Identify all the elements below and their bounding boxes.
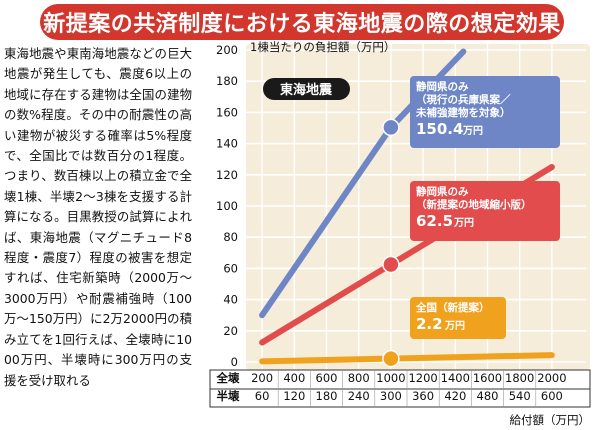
y-tick-label: 140 [216, 137, 238, 151]
y-tick-label: 20 [223, 324, 238, 338]
x-tick-label: 2000 [537, 371, 566, 385]
annotation-value-hyogo: 150.4 [416, 120, 463, 138]
y-tick-label: 160 [216, 105, 238, 119]
x-tick-label: 480 [477, 389, 499, 403]
annotation-label-hyogo: 静岡県のみ [416, 80, 469, 93]
x-tick-label: 60 [255, 389, 270, 403]
x-tick-label: 180 [316, 389, 338, 403]
x-row-label: 全壊 [216, 371, 240, 385]
annotation-unit-national: 万円 [444, 320, 465, 332]
x-tick-label: 600 [541, 389, 563, 403]
x-tick-label: 420 [444, 389, 466, 403]
y-tick-label: 200 [216, 43, 238, 57]
annotation-box-national [410, 297, 506, 339]
x-tick-label: 600 [316, 371, 338, 385]
y-tick-label: 120 [216, 168, 238, 182]
series-marker-hyogo [382, 118, 400, 137]
annotation-unit-shizuoka: 万円 [453, 217, 474, 229]
y-tick-label: 180 [216, 74, 238, 88]
annotation-label-shizuoka: （新提案の地域縮小版） [416, 198, 532, 211]
region-badge-bg [263, 78, 350, 100]
y-tick-label: 100 [216, 199, 238, 213]
x-tick-label: 1200 [408, 371, 437, 385]
x-tick-label: 540 [509, 389, 531, 403]
annotation-box-hyogo [410, 76, 560, 148]
x-tick-label: 120 [283, 389, 305, 403]
x-tick-label: 1400 [441, 371, 470, 385]
article-text: 東海地震や東南海地震などの巨大地震が発生しても、震度6以上の地域に存在する建物は… [4, 46, 192, 388]
x-tick-label: 1800 [505, 371, 534, 385]
x-tick-label: 800 [348, 371, 370, 385]
series-marker-shizuoka [382, 255, 400, 274]
annotation-label-national: 全国（新提案） [415, 301, 490, 314]
annotation-label-shizuoka: 静岡県のみ [416, 185, 469, 198]
annotation-box-shizuoka [410, 181, 560, 241]
annotation-value-shizuoka: 62.5 [416, 212, 453, 230]
x-tick-label: 1600 [473, 371, 502, 385]
annotation-value-national: 2.2 [416, 315, 443, 333]
x-tick-label: 300 [380, 389, 402, 403]
annotation-unit-hyogo: 万円 [462, 125, 483, 137]
chart-title: 新提案の共済制度における東海地震の際の想定効果 [40, 4, 564, 40]
y-tick-label: 40 [223, 293, 238, 307]
x-axis-label: 給付額（万円） [510, 413, 591, 427]
x-tick-label: 240 [348, 389, 370, 403]
y-tick-label: 0 [231, 355, 238, 369]
series-marker-national [382, 349, 400, 368]
y-tick-label: 80 [223, 230, 238, 244]
x-tick-label: 360 [412, 389, 434, 403]
x-tick-label: 1000 [376, 371, 405, 385]
region-badge-label: 東海地震 [280, 82, 333, 98]
annotation-label-hyogo: 未補強建物を対象） [415, 106, 511, 119]
x-tick-label: 400 [283, 371, 305, 385]
y-tick-label: 60 [223, 261, 238, 275]
x-row-label: 半壊 [217, 389, 240, 403]
y-axis-label: 1棟当たりの負担額（万円） [250, 40, 395, 54]
annotation-label-hyogo: （現行の兵庫県案／ [416, 93, 511, 106]
x-tick-label: 200 [251, 371, 273, 385]
